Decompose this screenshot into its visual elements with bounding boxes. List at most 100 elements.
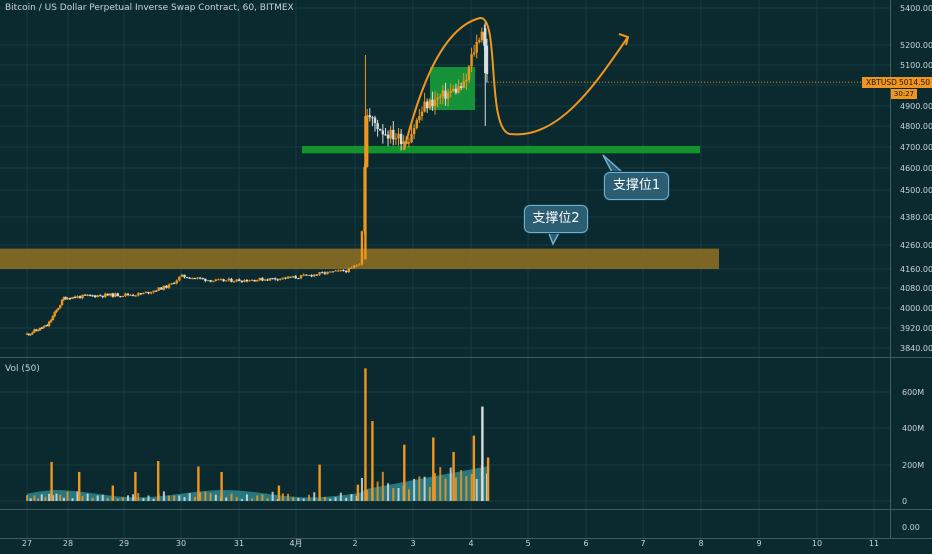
volume-bar: [465, 476, 468, 501]
candle-body: [480, 31, 484, 41]
volume-bar: [193, 496, 196, 501]
candle-body: [96, 295, 99, 298]
candle-body: [344, 270, 348, 273]
volume-tick-label: 200M: [902, 461, 924, 470]
candle-body: [165, 285, 168, 288]
candle-body: [323, 272, 327, 274]
candle-body: [232, 281, 236, 283]
candle-body: [235, 279, 238, 282]
volume-bar: [392, 488, 395, 501]
price-tick-label: 5200.00: [900, 41, 932, 50]
candle-body: [446, 92, 450, 99]
candle-body: [121, 295, 125, 297]
volume-bar: [33, 495, 36, 501]
candle-body: [46, 325, 49, 327]
volume-bar: [387, 483, 390, 501]
volume-bar: [366, 489, 369, 501]
candle-body: [423, 101, 426, 112]
volume-bar: [204, 491, 207, 501]
candle-body: [407, 142, 411, 144]
volume-bar: [132, 494, 135, 501]
candle-body: [313, 274, 316, 277]
candle-body: [139, 293, 143, 295]
symbol-label: XBTUSD: [866, 78, 897, 87]
candle-body: [172, 283, 176, 285]
volume-bar: [209, 493, 212, 501]
candle-body: [465, 79, 468, 82]
candle-body: [436, 97, 439, 100]
candle-body: [310, 274, 313, 277]
candle-body: [66, 298, 69, 300]
candle-body: [59, 305, 62, 309]
candle-body: [64, 297, 67, 300]
candle-body: [266, 279, 269, 281]
candle-body: [360, 231, 364, 265]
candle-body: [368, 115, 371, 118]
candle-body: [57, 308, 60, 310]
candle-body: [201, 278, 204, 280]
candle-body: [389, 129, 392, 139]
volume-bar: [475, 478, 478, 501]
volume-bar: [292, 497, 295, 501]
volume-bar: [240, 499, 243, 501]
candle-body: [426, 101, 429, 109]
volume-bar: [261, 494, 264, 501]
candle-body: [183, 274, 186, 278]
volume-bar: [137, 492, 140, 501]
volume-bar: [345, 497, 348, 501]
candle-body: [245, 280, 249, 282]
time-tick-label: 7: [640, 539, 645, 548]
candle-body: [126, 293, 130, 295]
price-tick-label: 4700.00: [900, 143, 932, 152]
volume-bar: [371, 421, 374, 501]
volume-bar: [29, 498, 32, 501]
volume-bar: [96, 495, 99, 501]
candle-body: [211, 280, 215, 282]
volume-bar: [71, 498, 74, 501]
support2-callout[interactable]: 支撑位2: [524, 205, 588, 233]
candle-body: [104, 293, 107, 297]
candle-body: [410, 134, 413, 143]
candle-body: [178, 276, 181, 281]
volume-bar: [81, 495, 84, 501]
candle-body: [384, 134, 387, 136]
support1-callout[interactable]: 支撑位1: [604, 172, 669, 200]
volume-bar: [37, 498, 40, 501]
volume-bar: [251, 498, 254, 501]
candle-body: [365, 115, 369, 167]
candle-body: [116, 293, 120, 297]
volume-bar: [51, 495, 54, 501]
volume-bar: [350, 494, 353, 501]
price-tick-label: 4160.00: [900, 265, 932, 274]
volume-bar: [116, 498, 119, 501]
time-tick-label: 11: [869, 539, 879, 548]
volume-title: Vol (50): [5, 364, 40, 374]
candle-body: [441, 90, 445, 97]
price-tick-label: 5400.00: [900, 4, 932, 13]
candle-body: [88, 294, 92, 296]
lower-pane-tick-label: 0.00: [902, 523, 920, 532]
volume-bar: [318, 464, 321, 501]
time-tick-label: 8: [698, 539, 703, 548]
candle-body: [219, 279, 223, 281]
candle-body: [253, 279, 256, 282]
volume-bar: [313, 492, 316, 501]
volume-bar: [214, 494, 217, 501]
candle-body: [185, 277, 189, 279]
volume-bar: [439, 467, 442, 501]
candle-body: [297, 278, 300, 280]
volume-bar: [418, 476, 421, 501]
candle-body: [263, 279, 267, 281]
candle-body: [268, 278, 272, 281]
volume-bar: [142, 498, 145, 501]
candle-body: [299, 275, 303, 279]
volume-bar: [376, 481, 379, 501]
candle-body: [47, 321, 51, 326]
candle-body: [147, 291, 150, 294]
candle-body: [402, 141, 405, 145]
time-tick-label: 2: [352, 539, 357, 548]
candle-body: [160, 287, 163, 290]
candle-body: [206, 280, 210, 282]
volume-bar: [134, 471, 137, 501]
candle-body: [394, 138, 398, 140]
